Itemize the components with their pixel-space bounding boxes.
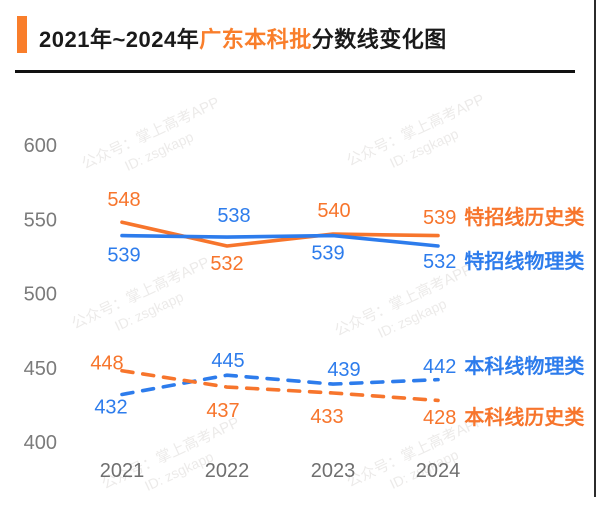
- y-tick-label: 600: [24, 135, 57, 157]
- series-line-本科线历史类: [120, 368, 440, 403]
- x-axis-label: 2023: [311, 460, 356, 482]
- header: 2021年~2024年广东本科批分数线变化图: [0, 0, 600, 70]
- point-label: 439: [327, 359, 360, 381]
- series-end-label: 428 本科线历史类: [423, 405, 584, 429]
- right-edge-border: [594, 0, 596, 497]
- y-tick-label: 550: [24, 209, 57, 231]
- series-end-label: 539 特招线历史类: [423, 205, 584, 229]
- y-tick-label: 400: [24, 432, 57, 454]
- point-label: 539: [311, 243, 344, 265]
- title-accent-bar: [17, 16, 27, 53]
- series-end-label: 442 本科线物理类: [423, 354, 584, 378]
- point-label: 538: [217, 205, 250, 227]
- page-title-prefix: 2021年~2024年: [39, 27, 200, 52]
- page-title: 2021年~2024年广东本科批分数线变化图: [39, 22, 447, 54]
- point-label: 433: [310, 406, 343, 428]
- x-axis-label: 2024: [416, 460, 461, 482]
- x-axis-label: 2022: [205, 460, 250, 482]
- page-title-highlight: 广东本科批: [199, 27, 312, 52]
- point-label: 539: [107, 245, 140, 267]
- line-chart: 400 450 500 550 600 2021 2022 2023 2024 548 532 540…: [24, 135, 585, 482]
- point-label: 548: [107, 189, 140, 211]
- page-title-suffix: 分数线变化图: [311, 27, 447, 52]
- title-divider: [15, 70, 575, 73]
- y-tick-label: 450: [24, 358, 57, 380]
- series-line-特招线物理类: [120, 233, 440, 248]
- point-label: 448: [90, 353, 123, 375]
- point-label: 432: [94, 396, 127, 418]
- point-label: 532: [210, 253, 243, 275]
- point-label: 445: [211, 350, 244, 372]
- series-line-本科线物理类: [120, 373, 440, 397]
- point-label: 540: [317, 200, 350, 222]
- series-end-label: 532 特招线物理类: [423, 249, 584, 273]
- series-line-特招线历史类: [120, 220, 440, 248]
- chart-page: { "title": { "prefix": "2021年~2024年", "h…: [0, 0, 600, 497]
- point-label: 437: [206, 400, 239, 422]
- x-axis-label: 2021: [100, 460, 145, 482]
- y-tick-label: 500: [24, 284, 57, 306]
